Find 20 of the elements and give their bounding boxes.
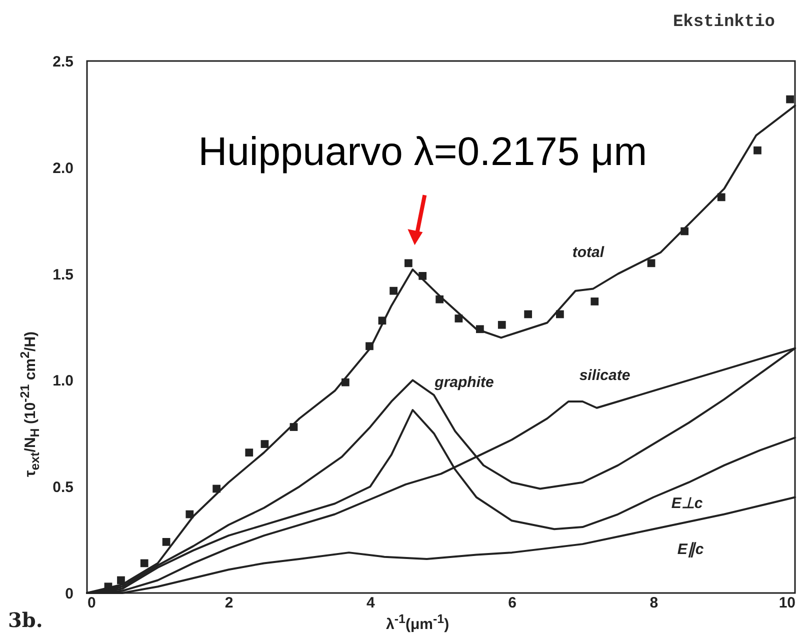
y-tick-label: 0.5 bbox=[52, 479, 74, 496]
x-tick-label: 8 bbox=[650, 594, 658, 612]
series-label: graphite bbox=[434, 374, 494, 392]
series-label: E∥c bbox=[677, 541, 704, 558]
x-axis-title: λ$^{-1}$(μm$^{-1}$) bbox=[386, 612, 450, 633]
y-tick-label: 1.5 bbox=[52, 266, 74, 284]
x-tick-label: 4 bbox=[366, 594, 376, 612]
y-tick-label: 2.5 bbox=[52, 54, 74, 70]
text: 3b. bbox=[8, 608, 43, 632]
x-tick-label: 10 bbox=[778, 594, 796, 612]
series-label: total bbox=[572, 244, 605, 261]
x-tick-label: 6 bbox=[508, 594, 516, 612]
y-tick-label: 2.0 bbox=[52, 160, 74, 177]
annotation: Huippuarvo λ=0.2175 μm bbox=[198, 130, 648, 174]
y-tick-label: 1.0 bbox=[52, 372, 74, 390]
x-tick-label: 2 bbox=[224, 594, 234, 612]
series-label: E⊥c bbox=[671, 495, 704, 512]
chart-title: Ekstinktio bbox=[672, 13, 775, 32]
series-label: silicate bbox=[579, 366, 630, 384]
x-tick-label: 0 bbox=[88, 594, 96, 612]
